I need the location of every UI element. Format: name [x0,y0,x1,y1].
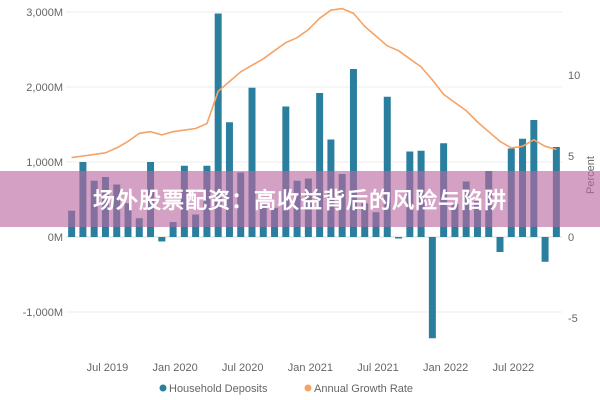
y-left-tick-label: 3,000M [26,7,63,19]
x-axis: Jul 2019 Jan 2020 Jul 2020 Jan 2021 Jul 2021… [87,362,534,374]
y-left-tick-label: 2,000M [26,82,63,94]
y-right-tick-label: 0 [568,232,574,244]
legend-label: Household Deposits [169,383,268,395]
y-left-tick-label: 0M [48,232,63,244]
overlay-banner: 场外股票配资：高收益背后的风险与陷阱 [0,171,600,227]
y-axis-right: 10 5 0 -5 [568,70,580,325]
x-tick-label: Jul 2020 [222,362,264,374]
deposit-bar [135,218,143,237]
x-tick-label: Jul 2019 [87,362,129,374]
y-right-tick-label: 5 [568,151,574,163]
x-tick-label: Jan 2020 [152,362,197,374]
deposit-bar [316,93,324,237]
x-tick-label: Jan 2021 [288,362,333,374]
deposit-bar [248,87,256,237]
deposit-bar [349,69,357,237]
legend-label: Annual Growth Rate [314,383,413,395]
x-tick-label: Jan 2022 [423,362,468,374]
y-left-tick-label: -1,000M [23,307,63,319]
y-axis-left: 3,000M 2,000M 1,000M 0M -1,000M [23,7,63,319]
banner-title: 场外股票配资：高收益背后的风险与陷阱 [92,189,507,214]
x-tick-label: Jul 2022 [492,362,534,374]
gridlines [66,11,562,313]
legend-marker [304,384,312,392]
deposit-bar [541,237,549,262]
y-left-tick-label: 1,000M [26,157,63,169]
deposit-bar [214,13,222,237]
annual-growth-rate-line [71,7,557,159]
deposit-bar [395,237,403,239]
y-right-tick-label: 10 [568,70,580,82]
deposit-bar [169,222,177,237]
legend: Household Deposits Annual Growth Rate [159,383,413,395]
deposit-bar [383,96,391,237]
y-right-tick-label: -5 [568,313,578,325]
legend-marker [159,384,167,392]
deposit-bar [428,237,436,339]
x-tick-label: Jul 2021 [357,362,399,374]
deposit-bar [496,237,504,252]
growth-rate-line [71,7,557,159]
deposit-bar [158,237,166,242]
